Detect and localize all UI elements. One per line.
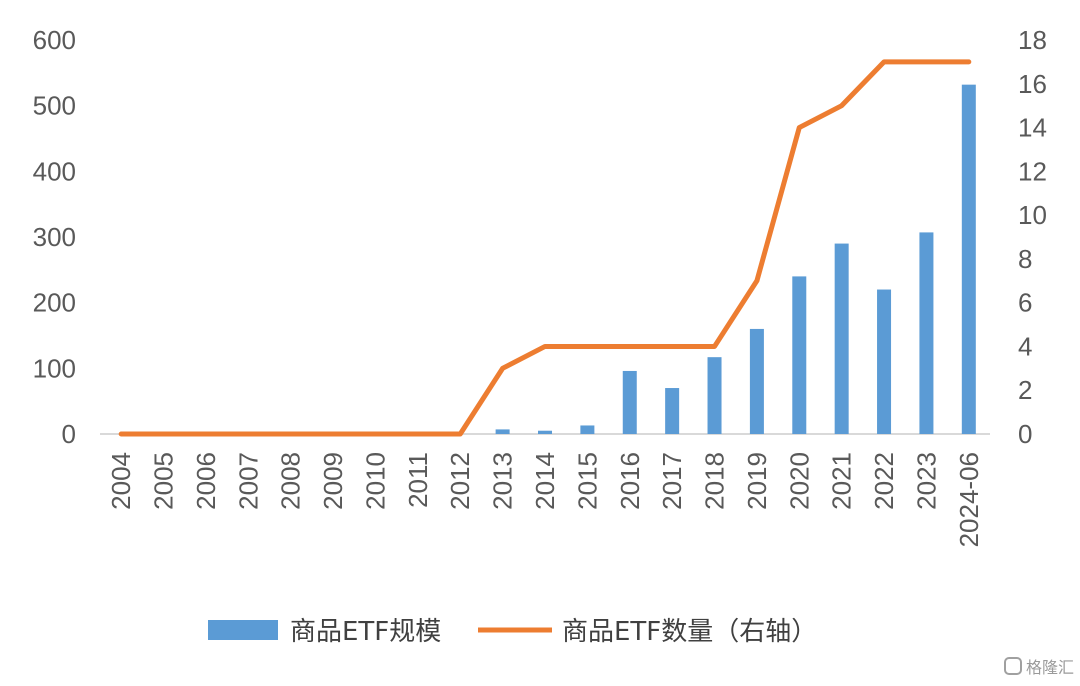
x-tick-label: 2010 — [360, 452, 390, 510]
bar-2018 — [707, 357, 722, 434]
right-tick-label: 6 — [1018, 288, 1032, 318]
left-tick-label: 300 — [33, 222, 76, 252]
x-tick-label: 2014 — [530, 452, 560, 510]
left-tick-label: 500 — [33, 91, 76, 121]
watermark-logo-icon — [1004, 657, 1022, 675]
left-tick-label: 0 — [62, 419, 76, 449]
x-axis-ticks: 2004 2005 2006 2007 2008 2009 2010 2011 2012 2013… — [106, 452, 984, 547]
bar-2019 — [749, 328, 764, 434]
legend: 商品ETF规模 商品ETF数量（右轴） — [208, 617, 817, 647]
x-tick-label: 2009 — [318, 452, 348, 510]
x-tick-label: 2013 — [488, 452, 518, 510]
x-tick-label: 2011 — [403, 452, 433, 508]
x-tick-label: 2022 — [869, 452, 899, 510]
left-tick-label: 100 — [33, 353, 76, 383]
bar-2023 — [919, 232, 934, 434]
x-tick-label: 2016 — [615, 452, 645, 510]
right-tick-label: 16 — [1018, 69, 1047, 99]
bar-2022 — [877, 289, 892, 434]
right-tick-label: 0 — [1018, 419, 1032, 449]
bar-series — [495, 84, 976, 435]
right-tick-label: 4 — [1018, 331, 1032, 361]
right-tick-label: 18 — [1018, 25, 1047, 55]
bar-2016 — [622, 370, 637, 434]
watermark: 格隆汇 — [1004, 657, 1074, 677]
legend-bar-label: 商品ETF规模 — [290, 617, 441, 647]
right-axis-ticks: 0 2 4 6 8 10 12 14 16 18 — [1018, 25, 1047, 449]
x-tick-label: 2017 — [657, 452, 687, 510]
left-tick-label: 600 — [33, 25, 76, 55]
bar-2013 — [495, 429, 510, 434]
watermark-text: 格隆汇 — [1026, 658, 1074, 677]
bar-2014 — [538, 430, 552, 434]
x-tick-label: 2004 — [106, 452, 136, 510]
right-tick-label: 14 — [1018, 113, 1047, 143]
x-tick-label: 2020 — [784, 452, 814, 510]
line-series — [118, 59, 972, 437]
right-tick-label: 2 — [1018, 375, 1032, 405]
left-tick-label: 400 — [33, 156, 76, 186]
x-tick-label: 2005 — [149, 452, 179, 510]
x-tick-label: 2018 — [700, 452, 730, 510]
legend-bar-swatch — [208, 620, 278, 640]
x-tick-label: 2012 — [445, 452, 475, 510]
x-tick-label: 2008 — [276, 452, 306, 510]
x-tick-label: 2021 — [827, 452, 857, 510]
x-tick-label: 2006 — [191, 452, 221, 510]
x-tick-label: 2007 — [233, 452, 263, 510]
bar-2021 — [834, 243, 849, 434]
x-tick-label: 2019 — [742, 452, 772, 510]
right-tick-label: 12 — [1018, 156, 1047, 186]
bar-2015 — [580, 425, 595, 434]
right-tick-label: 8 — [1018, 244, 1032, 274]
x-tick-label: 2024-06 — [954, 452, 984, 547]
bar-2024-06 — [961, 84, 976, 435]
left-axis-ticks: 0 100 200 300 400 500 600 — [33, 25, 76, 449]
bar-2020 — [792, 276, 807, 434]
x-tick-label: 2015 — [572, 452, 602, 510]
x-tick-label: 2023 — [911, 452, 941, 510]
line-count-series — [118, 59, 972, 437]
right-tick-label: 10 — [1018, 200, 1047, 230]
bar-2017 — [665, 388, 680, 434]
left-tick-label: 200 — [33, 288, 76, 318]
legend-line-label: 商品ETF数量（右轴） — [562, 617, 817, 647]
